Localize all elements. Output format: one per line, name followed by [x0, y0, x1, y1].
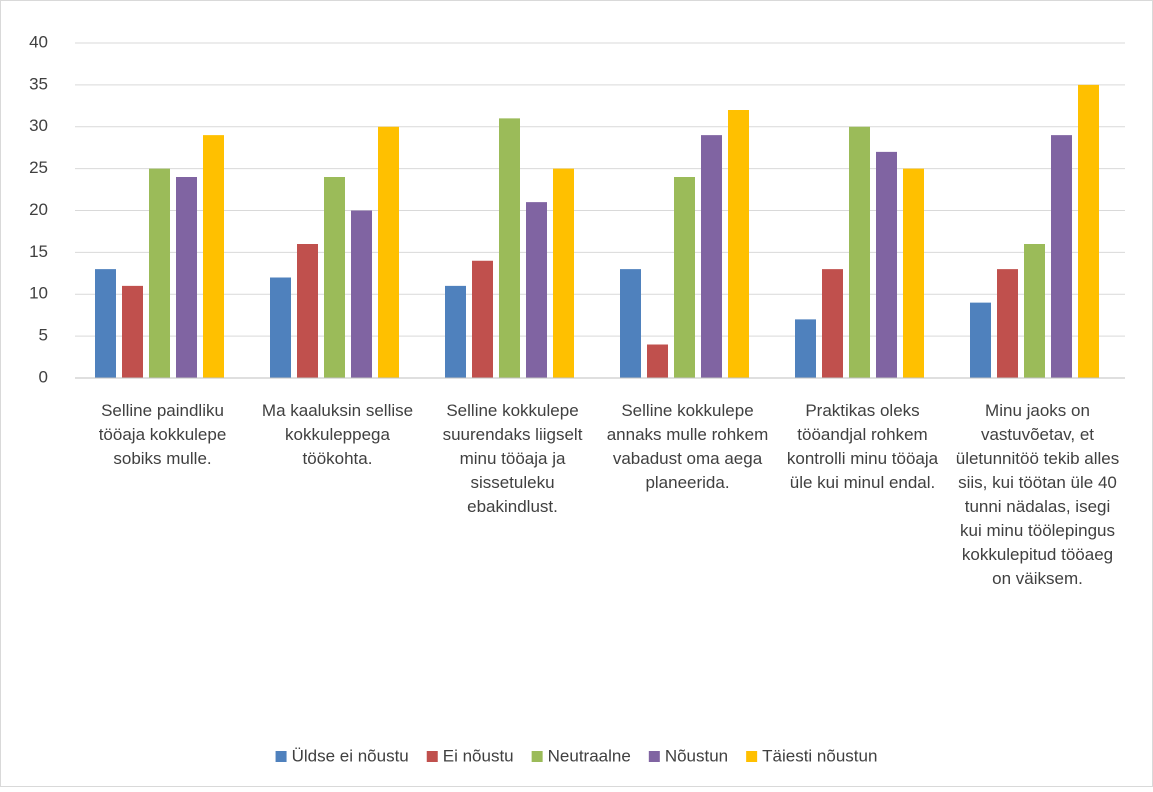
bar — [701, 135, 722, 378]
x-tick-label: Selline kokkulepe annaks mulle rohkem vaba… — [607, 401, 769, 492]
bar — [324, 177, 345, 378]
y-tick-label: 25 — [29, 158, 48, 177]
bar — [647, 344, 668, 378]
bar — [122, 285, 143, 378]
bar — [351, 210, 372, 378]
bar — [553, 168, 574, 378]
bar — [822, 269, 843, 378]
bar — [1024, 244, 1045, 378]
bar — [472, 260, 493, 378]
bar — [526, 202, 547, 378]
y-tick-label: 40 — [29, 32, 48, 51]
y-tick-label: 5 — [39, 326, 48, 345]
y-tick-label: 15 — [29, 242, 48, 261]
bar — [149, 168, 170, 378]
bar — [997, 269, 1018, 378]
bar — [903, 168, 924, 378]
bar — [795, 319, 816, 378]
bar — [1078, 84, 1099, 378]
legend-label: Nõustun — [665, 746, 728, 765]
legend-swatch — [648, 751, 660, 762]
x-tick-label: Selline paindliku tööaja kokkulepe sobiks … — [99, 401, 227, 468]
bar — [1051, 135, 1072, 378]
y-tick-label: 20 — [29, 200, 48, 219]
y-tick-label: 0 — [39, 367, 48, 386]
x-tick-label: Selline kokkulepe suurendaks liigselt minu… — [443, 401, 583, 516]
bar — [378, 126, 399, 378]
legend-swatch — [746, 751, 758, 762]
legend-label: Üldse ei nõustu — [292, 746, 409, 765]
x-tick-label: Minu jaoks on vastuvõetav, et ületunnitöö … — [956, 401, 1120, 588]
legend-label: Ei nõustu — [443, 746, 514, 765]
bar — [176, 177, 197, 378]
bar — [970, 302, 991, 378]
y-tick-label: 10 — [29, 284, 48, 303]
legend-swatch — [531, 751, 543, 762]
legend-label: Täiesti nõustun — [762, 746, 877, 765]
bar — [203, 135, 224, 378]
bar — [728, 110, 749, 378]
bar — [674, 177, 695, 378]
bar — [297, 244, 318, 378]
bar — [849, 126, 870, 378]
x-tick-label: Ma kaaluksin sellise kokkuleppega töökohta… — [262, 401, 413, 468]
x-tick-label: Praktikas oleks tööandjal rohkem kontrolli… — [787, 401, 939, 492]
bar — [270, 277, 291, 378]
legend-label: Neutraalne — [548, 746, 631, 765]
y-tick-label: 35 — [29, 74, 48, 93]
legend-swatch — [426, 751, 438, 762]
y-tick-label: 30 — [29, 116, 48, 135]
bar — [499, 118, 520, 378]
legend-swatch — [275, 751, 287, 762]
bar — [876, 151, 897, 378]
bar — [445, 285, 466, 378]
bar — [95, 269, 116, 378]
bar — [620, 269, 641, 378]
